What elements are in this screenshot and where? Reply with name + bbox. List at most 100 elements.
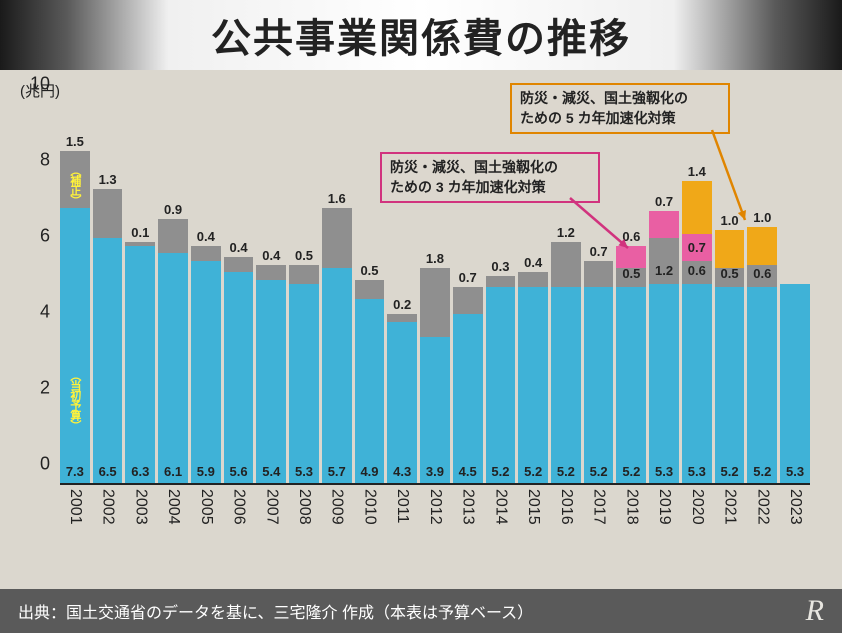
bar-value-label: 5.2 — [584, 464, 614, 479]
bar-value-label: 1.8 — [420, 251, 450, 266]
bar-column: 5.90.42005 — [191, 246, 221, 485]
bar-value-label: 4.3 — [387, 464, 417, 479]
bar-value-label: 4.5 — [453, 464, 483, 479]
bar-value-label: 6.1 — [158, 464, 188, 479]
bar-value-label: 0.4 — [256, 248, 286, 263]
bar-segment-plan5: 1.0 — [715, 230, 745, 268]
legend-supplementary: （補正） — [67, 165, 83, 205]
bar-value-label: 6.5 — [93, 464, 123, 479]
bar-value-label: 5.3 — [649, 464, 679, 479]
bar-segment-initial: 5.2 — [616, 287, 646, 485]
bar-value-label: 0.6 — [747, 266, 777, 281]
bar-value-label: 7.3 — [60, 464, 90, 479]
bar-segment-initial: 4.3 — [387, 322, 417, 485]
bar-segment-supp: 0.4 — [256, 265, 286, 280]
x-tick-label: 2005 — [197, 489, 215, 525]
bar-segment-initial: 5.2 — [715, 287, 745, 485]
bar-value-label: 0.3 — [486, 259, 516, 274]
bar-segment-initial: 7.3（当初予算） — [60, 208, 90, 485]
x-tick-label: 2001 — [66, 489, 84, 525]
bar-segment-initial: 5.7 — [322, 268, 352, 485]
bar-segment-plan5: 1.4 — [682, 181, 712, 234]
bar-segment-plan3: 0.7 — [682, 234, 712, 261]
x-tick-label: 2020 — [688, 489, 706, 525]
x-tick-label: 2012 — [426, 489, 444, 525]
bar-segment-plan3: 0.7 — [649, 211, 679, 238]
bar-value-label: 5.2 — [747, 464, 777, 479]
bar-column: 5.40.42007 — [256, 265, 286, 485]
bar-segment-initial: 5.4 — [256, 280, 286, 485]
bar-value-label: 1.0 — [715, 213, 745, 228]
bar-column: 6.30.12003 — [125, 242, 155, 485]
bar-column: 5.20.61.02022 — [747, 227, 777, 485]
bar-segment-supp: 0.3 — [486, 276, 516, 287]
bar-segment-supp: 0.4 — [191, 246, 221, 261]
bar-value-label: 5.2 — [616, 464, 646, 479]
bar-segment-supp: 0.5 — [715, 268, 745, 287]
bar-column: 5.21.22016 — [551, 242, 581, 485]
bar-segment-plan3: 0.6 — [616, 246, 646, 269]
bar-column: 3.91.82012 — [420, 268, 450, 485]
bar-segment-supp: 0.5 — [355, 280, 385, 299]
bar-value-label: 5.4 — [256, 464, 286, 479]
title-band: 公共事業関係費の推移 — [0, 0, 842, 70]
bar-segment-supp: 1.2 — [649, 238, 679, 284]
bar-segment-initial: 5.2 — [486, 287, 516, 485]
bar-column: 5.31.20.72019 — [649, 211, 679, 485]
bar-value-label: 1.5 — [60, 134, 90, 149]
x-tick-label: 2011 — [393, 489, 411, 523]
bar-segment-initial: 6.3 — [125, 246, 155, 485]
bar-value-label: 5.9 — [191, 464, 221, 479]
x-tick-label: 2003 — [131, 489, 149, 525]
x-tick-label: 2016 — [557, 489, 575, 525]
bar-value-label: 4.9 — [355, 464, 385, 479]
bar-column: 4.90.52010 — [355, 280, 385, 485]
bar-segment-initial: 4.5 — [453, 314, 483, 485]
bar-segment-supp: 0.7 — [584, 261, 614, 288]
bar-segment-supp: 0.4 — [224, 257, 254, 272]
bar-value-label: 1.4 — [682, 164, 712, 179]
x-tick-label: 2010 — [360, 489, 378, 525]
bar-segment-supp: 0.5 — [616, 268, 646, 287]
y-tick: 0 — [20, 454, 50, 475]
bar-column: 5.20.32014 — [486, 276, 516, 485]
bar-segment-supp: 0.2 — [387, 314, 417, 322]
x-tick-label: 2015 — [524, 489, 542, 525]
footer-logo: R — [806, 594, 824, 628]
footer: 出典：国土交通省のデータを基に、三宅隆介 作成（本表は予算ベース） R — [0, 589, 842, 633]
bar-segment-supp: 1.3 — [93, 189, 123, 238]
chart-title: 公共事業関係費の推移 — [211, 6, 631, 64]
bar-segment-initial: 6.1 — [158, 253, 188, 485]
bar-column: 6.51.32002 — [93, 189, 123, 485]
bar-value-label: 5.2 — [518, 464, 548, 479]
bar-column: 4.30.22011 — [387, 314, 417, 485]
bar-value-label: 0.5 — [355, 263, 385, 278]
bar-segment-supp: 0.5 — [289, 265, 319, 284]
bar-value-label: 5.2 — [551, 464, 581, 479]
bar-segment-supp: 1.8 — [420, 268, 450, 336]
bar-value-label: 6.3 — [125, 464, 155, 479]
bar-value-label: 0.1 — [125, 225, 155, 240]
bar-value-label: 1.3 — [93, 172, 123, 187]
bar-value-label: 0.7 — [682, 240, 712, 255]
x-tick-label: 2006 — [230, 489, 248, 525]
bar-segment-supp: 1.5（補正） — [60, 151, 90, 208]
bar-value-label: 0.7 — [649, 194, 679, 209]
bar-segment-initial: 6.5 — [93, 238, 123, 485]
bar-value-label: 0.4 — [518, 255, 548, 270]
bar-column: 5.20.50.62018 — [616, 246, 646, 485]
x-tick-label: 2007 — [262, 489, 280, 525]
x-tick-label: 2004 — [164, 489, 182, 525]
bar-column: 5.32023 — [780, 284, 810, 485]
bar-column: 7.3（当初予算）1.5（補正）2001 — [60, 151, 90, 485]
bar-value-label: 5.2 — [715, 464, 745, 479]
bar-value-label: 0.7 — [453, 270, 483, 285]
bar-segment-initial: 5.3 — [649, 284, 679, 485]
bar-segment-initial: 3.9 — [420, 337, 450, 485]
bar-segment-supp: 0.7 — [453, 287, 483, 314]
x-tick-label: 2023 — [786, 489, 804, 525]
bar-column: 4.50.72013 — [453, 287, 483, 485]
bar-segment-initial: 5.2 — [584, 287, 614, 485]
bar-column: 5.30.60.71.42020 — [682, 181, 712, 485]
bar-value-label: 0.6 — [682, 263, 712, 278]
